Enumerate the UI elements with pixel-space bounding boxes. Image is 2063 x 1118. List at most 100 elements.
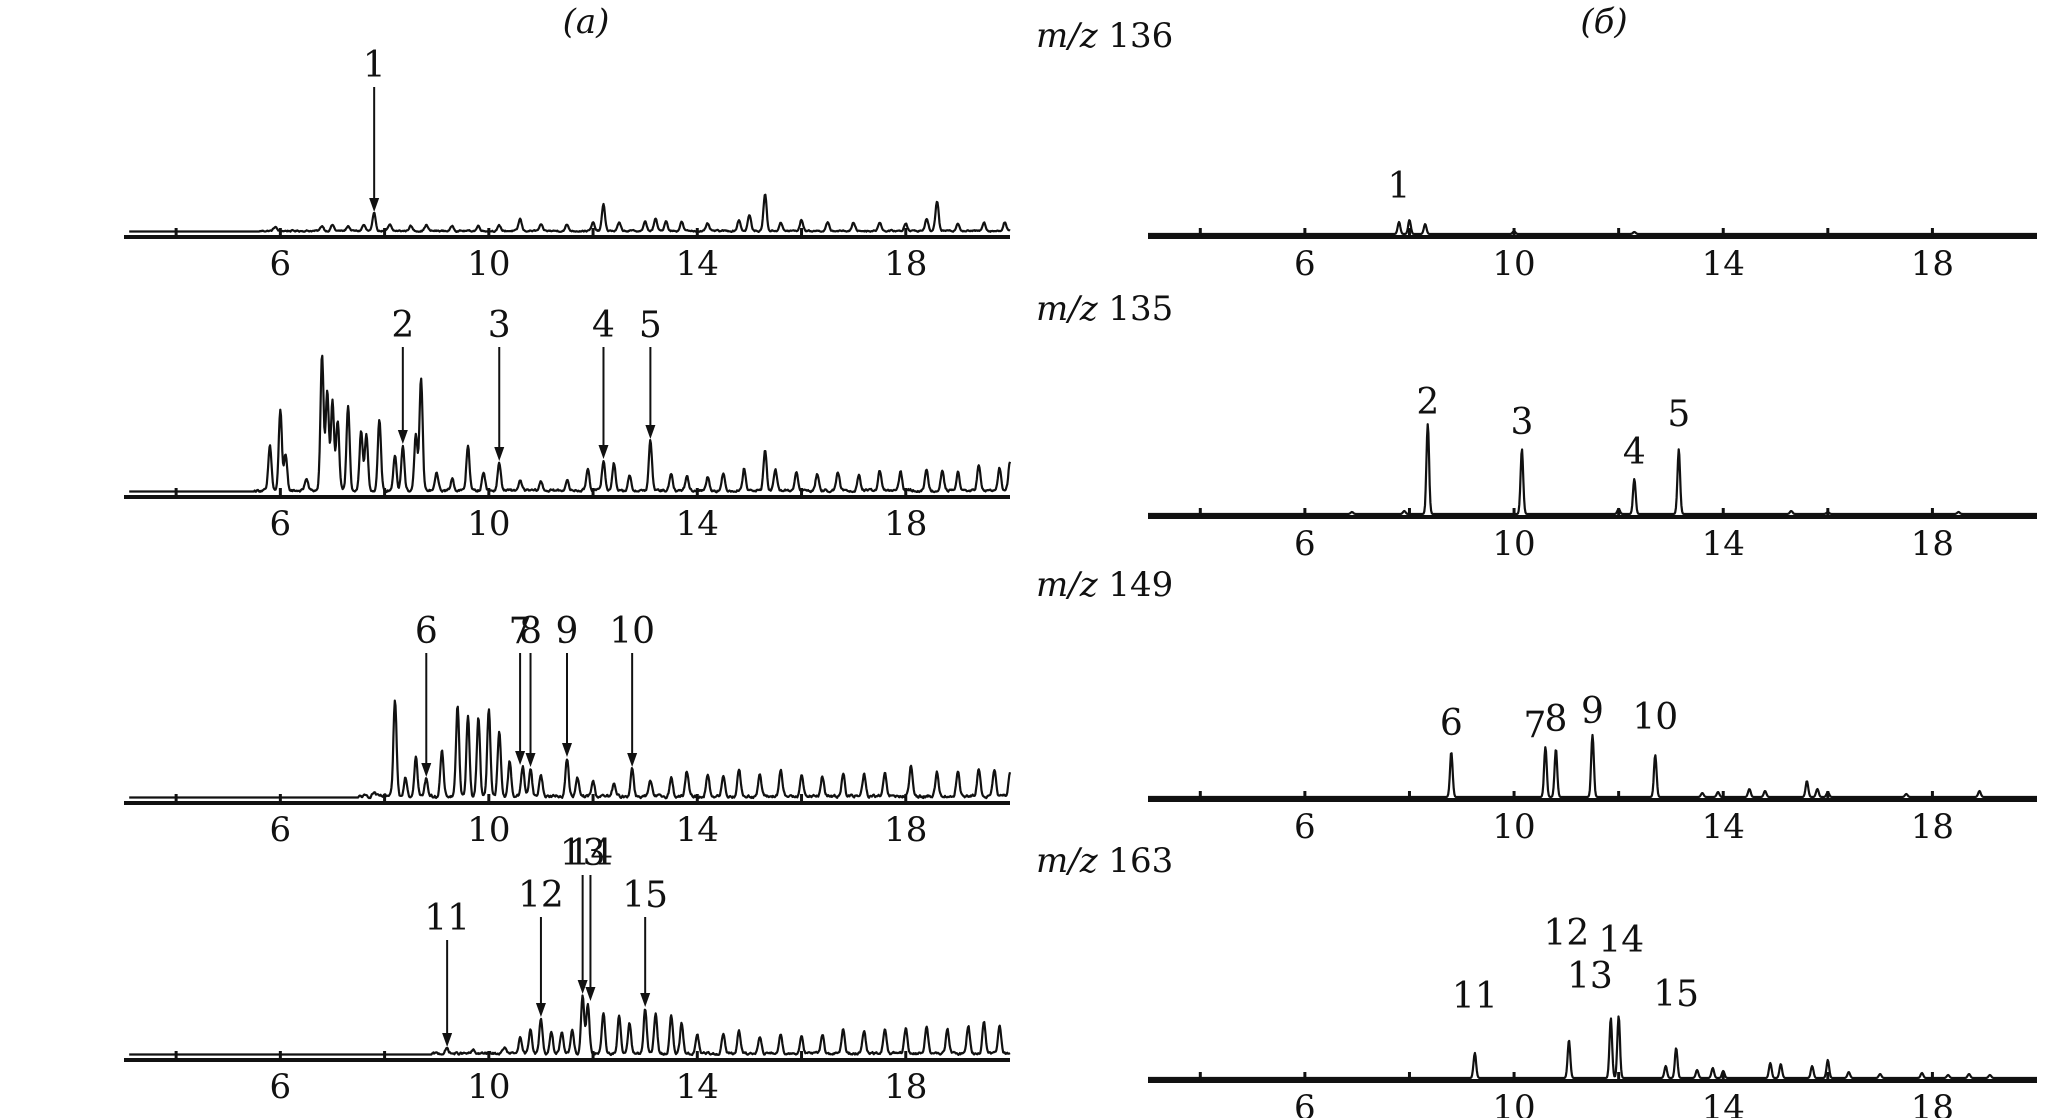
peak-arrow-head: [627, 753, 638, 767]
peak-label-5: 5: [639, 305, 662, 346]
peak-arrow-head: [442, 1033, 453, 1047]
mz-label-136: m/z 136: [1036, 16, 1173, 56]
chromatogram-a-2: 6 10 14 18 2 3 4 5: [124, 305, 1012, 544]
peak-label-1: 1: [1388, 166, 1411, 207]
peak-label-6: 6: [1440, 703, 1463, 744]
peak-label-11: 11: [424, 898, 470, 939]
mz-label-149: m/z 149: [1036, 565, 1173, 605]
peak-label-3: 3: [1510, 402, 1533, 443]
x-tick-label: 6: [270, 504, 292, 544]
peak-label-9: 9: [556, 611, 579, 652]
peak-label-4: 4: [1623, 432, 1646, 473]
peak-label-15: 15: [1653, 974, 1699, 1015]
x-tick-label: 14: [676, 1067, 719, 1107]
x-tick-label: 6: [1294, 1088, 1316, 1118]
x-tick-label: 18: [884, 244, 927, 284]
chromatogram-trace: [128, 699, 1012, 800]
x-tick-label: 14: [1702, 1088, 1745, 1118]
x-tick-label: 6: [1294, 807, 1316, 847]
peak-label-9: 9: [1581, 691, 1604, 732]
peak-label-8: 8: [1544, 699, 1567, 740]
peak-arrow-head: [515, 751, 526, 765]
chromatogram-trace: [128, 354, 1012, 494]
peak-arrow-head: [369, 198, 380, 212]
x-tick-label: 10: [467, 244, 510, 284]
x-tick-label: 6: [1294, 244, 1316, 284]
peak-arrow-head: [562, 743, 572, 757]
peak-label-14: 14: [1598, 920, 1644, 961]
x-tick-label: 18: [1911, 1088, 1954, 1118]
peak-label-10: 10: [1632, 697, 1678, 738]
peak-label-10: 10: [609, 611, 655, 652]
x-tick-label: 14: [1702, 244, 1745, 284]
peak-label-13: 13: [1567, 956, 1613, 997]
peak-label-12: 12: [1543, 913, 1589, 954]
peak-label-15: 15: [622, 875, 668, 916]
peak-label-7: 7: [1524, 705, 1547, 746]
x-tick-label: 6: [270, 244, 292, 284]
peak-label-7: 7: [509, 611, 532, 652]
peak-label-4: 4: [592, 305, 615, 346]
x-tick-label: 18: [1911, 244, 1954, 284]
x-tick-label: 18: [884, 810, 927, 850]
peak-label-11: 11: [1452, 976, 1498, 1017]
peak-label-2: 2: [391, 305, 414, 346]
chromatogram-a-1: 6 10 14 18 1: [124, 45, 1011, 284]
x-tick-label: 10: [467, 810, 510, 850]
x-tick-label: 10: [1492, 1088, 1535, 1118]
mz-label-135: m/z 135: [1036, 289, 1173, 329]
mz-label-163: m/z 163: [1036, 841, 1173, 881]
panel-b-label: (б): [1580, 2, 1627, 42]
x-tick-label: 18: [884, 504, 927, 544]
peak-label-8: 8: [519, 611, 542, 652]
peak-label-3: 3: [488, 305, 511, 346]
chromatogram-trace: [128, 193, 1011, 233]
chromatogram-a-3: 6 10 14 18 6 78 9 10: [124, 611, 1012, 850]
x-tick-label: 10: [467, 504, 510, 544]
x-tick-label: 10: [1492, 524, 1535, 564]
x-tick-label: 18: [1911, 524, 1954, 564]
peak-arrow-head: [494, 447, 505, 461]
peak-arrow-head: [525, 753, 536, 767]
x-tick-label: 6: [1294, 524, 1316, 564]
chromatogram-trace: [1147, 219, 2038, 236]
peak-arrow-head: [421, 763, 432, 777]
peak-label-13: 13: [560, 833, 606, 874]
peak-label-1: 1: [363, 45, 386, 86]
chromatogram-b-1: 6 10 14 18 1: [1147, 166, 2038, 284]
peak-arrow-head: [535, 1003, 546, 1017]
peak-arrow-head: [598, 445, 609, 459]
x-tick-label: 14: [1702, 807, 1745, 847]
chromatogram-trace: [1147, 423, 2038, 516]
x-tick-label: 10: [467, 1067, 510, 1107]
x-tick-label: 14: [676, 504, 719, 544]
x-tick-label: 14: [676, 244, 719, 284]
peak-arrow-head: [577, 980, 588, 994]
peak-label-12: 12: [518, 875, 564, 916]
x-tick-label: 14: [1702, 524, 1745, 564]
peak-label-6: 6: [415, 611, 438, 652]
chromatogram-trace: [128, 994, 1011, 1057]
x-tick-label: 14: [676, 810, 719, 850]
peak-arrow-head: [397, 430, 408, 444]
x-tick-label: 10: [1492, 807, 1535, 847]
chromatogram-b-3: 6 10 14 18 6 78 9 10: [1147, 691, 2038, 847]
chromatogram-b-2: 6 10 14 18 2 3 45: [1147, 382, 2038, 564]
peak-arrow-head: [640, 993, 651, 1007]
x-tick-label: 6: [270, 1067, 292, 1107]
x-tick-label: 18: [1911, 807, 1954, 847]
peak-label-5: 5: [1667, 394, 1690, 435]
x-tick-label: 6: [270, 810, 292, 850]
chromatogram-trace: [1147, 1015, 2038, 1080]
panel-a-label: (a): [563, 2, 610, 42]
x-tick-label: 10: [1492, 244, 1535, 284]
peak-arrow-head: [585, 987, 596, 1001]
peak-label-14: 14: [568, 833, 614, 874]
chromatogram-trace: [1147, 733, 2038, 799]
x-tick-label: 18: [884, 1067, 927, 1107]
peak-arrow-head: [645, 425, 656, 439]
